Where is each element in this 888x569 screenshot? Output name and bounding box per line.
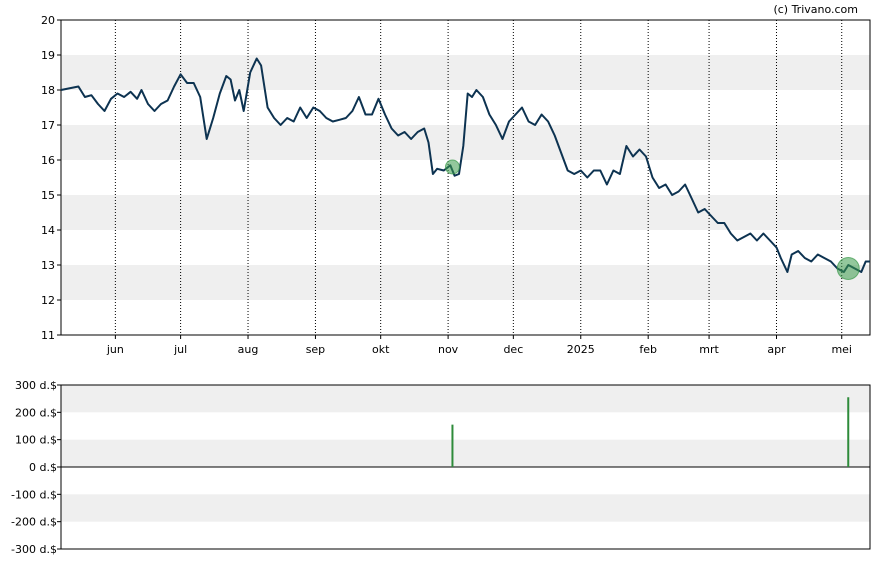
- x-tick-label: okt: [372, 343, 390, 356]
- price-band: [61, 265, 870, 300]
- price-plot-frame: [60, 19, 871, 336]
- x-tick-label: sep: [306, 343, 325, 356]
- dividend-band: [61, 494, 870, 522]
- price-line: [60, 57, 870, 273]
- x-tick-label: feb: [639, 343, 657, 356]
- y-tick-label: 19: [41, 49, 55, 62]
- price-chart-markers: [444, 159, 860, 280]
- price-band: [61, 55, 870, 90]
- y-tick-label: 16: [41, 154, 55, 167]
- y-tick-label: 200 d.$: [15, 406, 57, 419]
- x-tick-label: 2025: [567, 343, 595, 356]
- y-tick-label: 14: [41, 224, 55, 237]
- price-chart-bands: [61, 55, 870, 300]
- y-tick-label: 0 d.$: [29, 461, 57, 474]
- y-tick-label: 300 d.$: [15, 379, 57, 392]
- x-tick-label: aug: [238, 343, 259, 356]
- y-tick-label: 17: [41, 119, 55, 132]
- y-tick-label: 13: [41, 259, 55, 272]
- y-tick-label: -300 d.$: [11, 543, 57, 556]
- y-tick-label: 18: [41, 84, 55, 97]
- y-tick-label: -100 d.$: [11, 488, 57, 501]
- x-tick-label: nov: [438, 343, 459, 356]
- x-tick-label: dec: [503, 343, 523, 356]
- dividend-band: [61, 439, 870, 467]
- dividend-chart-bars: [451, 397, 850, 467]
- dividend-chart-bands: [61, 385, 870, 522]
- dividend-marker: [836, 257, 860, 280]
- dividend-marker: [444, 159, 460, 175]
- x-tick-label: apr: [767, 343, 786, 356]
- y-tick-label: 100 d.$: [15, 434, 57, 447]
- price-chart-series: [60, 57, 870, 273]
- y-tick-label: 12: [41, 294, 55, 307]
- x-tick-label: jul: [173, 343, 187, 356]
- x-tick-label: jun: [106, 343, 124, 356]
- price-chart-axes: jun jul aug sep okt nov dec 2025 feb mrt apr mei 20 1…: [41, 14, 871, 356]
- x-tick-label: mei: [831, 343, 852, 356]
- credit-label: (c) Trivano.com: [773, 3, 858, 16]
- dividend-chart-axes: 300 d.$ 200 d.$ 100 d.$ 0 d.$ -100 d.$ -200 d…: [11, 379, 871, 556]
- y-tick-label: 15: [41, 189, 55, 202]
- dividend-band: [61, 385, 870, 413]
- y-tick-label: 20: [41, 14, 55, 27]
- price-band: [61, 195, 870, 230]
- x-tick-label: mrt: [699, 343, 719, 356]
- y-tick-label: -200 d.$: [11, 516, 57, 529]
- y-tick-label: 11: [41, 329, 55, 342]
